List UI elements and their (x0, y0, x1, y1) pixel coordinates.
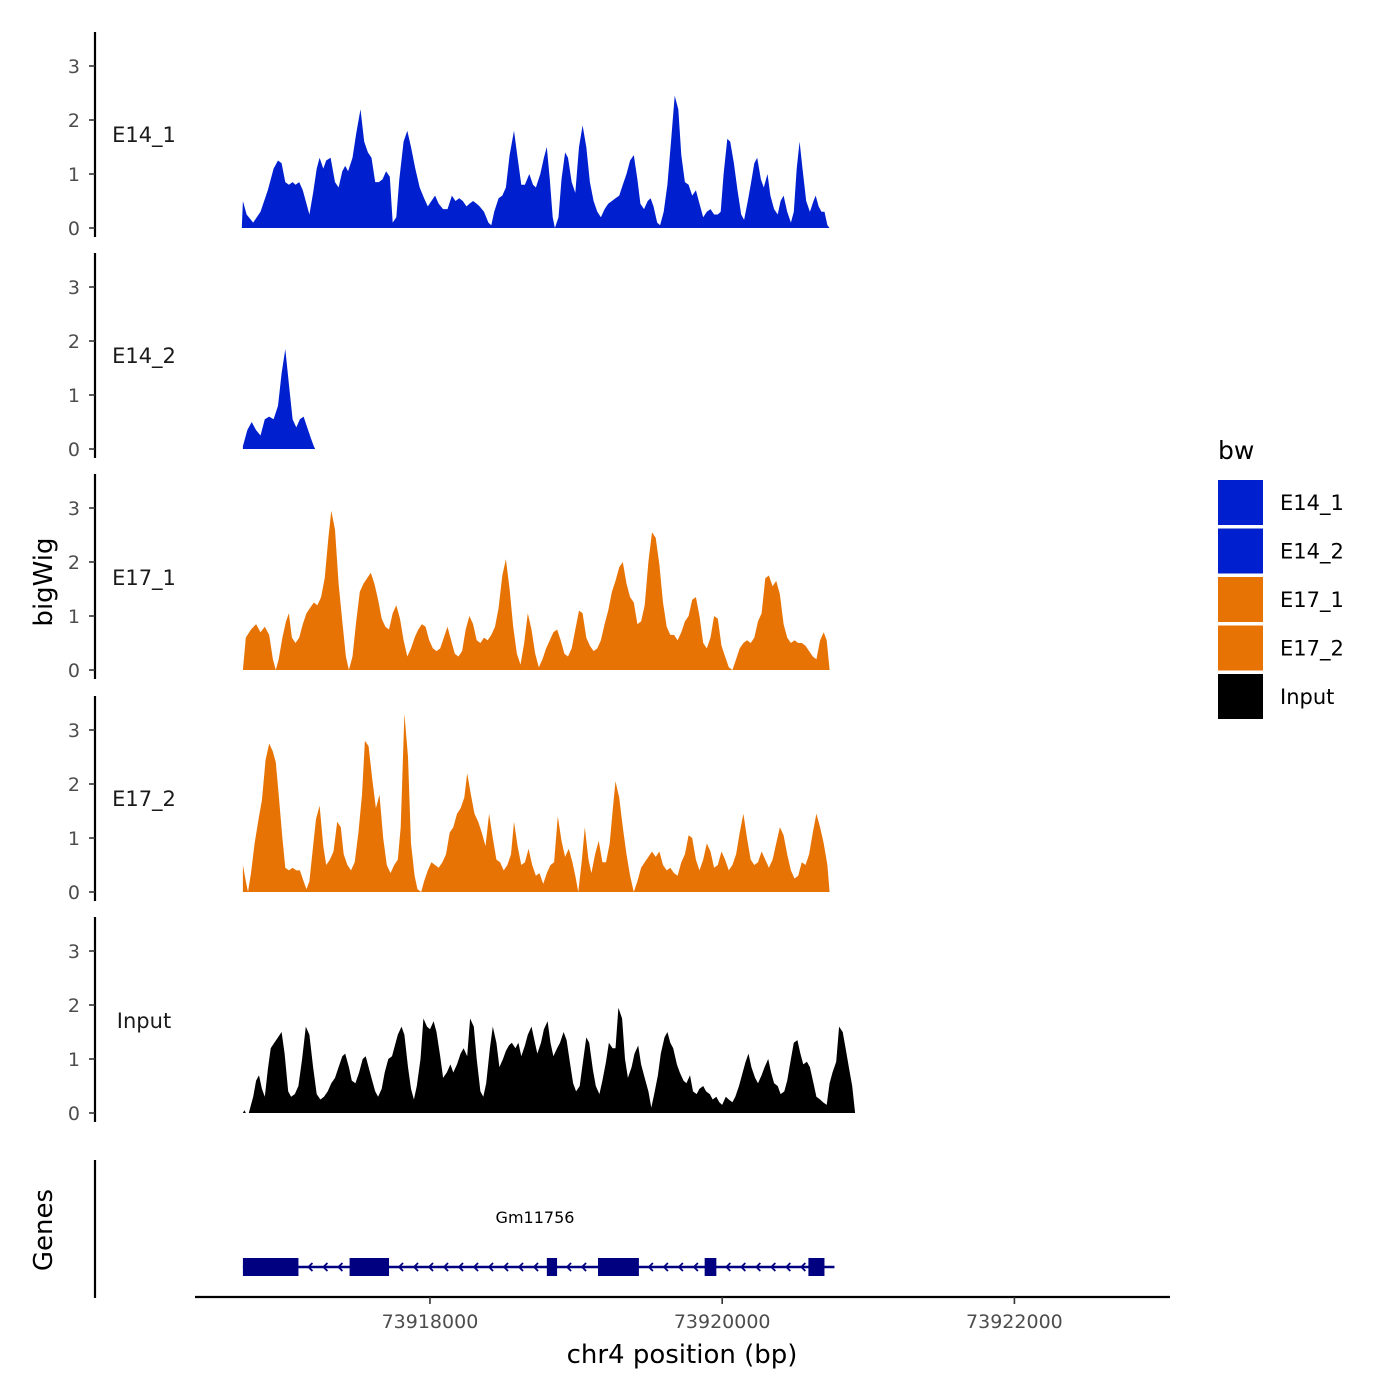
track-E14_1: 0 1 2 3 E14_1 (68, 32, 830, 240)
strand-arrow (580, 1262, 587, 1272)
strand-arrow (647, 1262, 654, 1272)
track-label-Input: Input (117, 1009, 171, 1033)
legend-swatch-E14_1 (1218, 480, 1263, 525)
strand-arrow (740, 1262, 746, 1272)
track-label-E17_1: E17_1 (112, 566, 176, 591)
y-tick-label-E14_2-0: 0 (68, 439, 80, 461)
strand-arrow (565, 1262, 572, 1272)
legend: bw E14_1 E14_2 E17_1 E17_2 Input (1218, 436, 1344, 719)
track-E17_2: 0 1 2 3 E17_2 (68, 696, 830, 904)
coverage-area-Input (242, 1007, 856, 1113)
exon-3 (546, 1258, 558, 1276)
x-tick-label-73920000: 73920000 (674, 1311, 771, 1333)
track-label-E17_2: E17_2 (112, 787, 176, 812)
legend-swatch-E14_2 (1218, 528, 1263, 574)
strand-arrow (487, 1262, 494, 1272)
legend-title: bw (1218, 436, 1254, 465)
strand-arrow (397, 1262, 404, 1272)
strand-arrow (785, 1262, 791, 1272)
x-axis: 73918000 73920000 73922000 (195, 1295, 1170, 1333)
y-tick-label-E17_2-1: 1 (68, 828, 80, 850)
x-tick-label-73922000: 73922000 (966, 1311, 1063, 1333)
y-tick-label-E14_1-1: 1 (68, 164, 80, 186)
y-tick-label-Input-1: 1 (68, 1049, 80, 1071)
exon-4 (597, 1258, 639, 1276)
exon-1 (242, 1258, 299, 1276)
y-tick-label-Input-0: 0 (68, 1103, 80, 1125)
track-Input: 0 1 2 3 Input (68, 917, 856, 1125)
gene-panel-title: Genes (29, 1189, 59, 1271)
strand-arrow (337, 1262, 344, 1272)
y-axis-title: bigWig (29, 537, 59, 626)
coverage-area-E17_1 (242, 510, 830, 670)
coverage-area-E14_2 (242, 349, 316, 449)
coverage-area-E17_2 (242, 713, 830, 892)
y-tick-label-E17_1-2: 2 (68, 552, 80, 574)
legend-label-Input: Input (1280, 685, 1334, 709)
x-axis-title: chr4 position (bp) (567, 1340, 798, 1370)
y-tick-label-E14_1-3: 3 (68, 56, 80, 78)
strand-arrow (307, 1262, 314, 1272)
y-tick-label-E17_2-3: 3 (68, 720, 80, 742)
exon-6 (808, 1258, 825, 1276)
strand-arrow (472, 1262, 479, 1272)
y-tick-label-E14_2-2: 2 (68, 331, 80, 353)
legend-swatch-E17_1 (1218, 577, 1263, 622)
exon-2 (349, 1258, 390, 1276)
legend-label-E17_1: E17_1 (1280, 588, 1344, 613)
strand-arrow (800, 1262, 806, 1272)
y-tick-label-E17_1-0: 0 (68, 660, 80, 682)
strand-arrow (322, 1262, 329, 1272)
y-tick-label-E17_2-2: 2 (68, 774, 80, 796)
strand-arrow (412, 1262, 419, 1272)
strand-arrow (427, 1262, 434, 1272)
strand-arrow (755, 1262, 761, 1272)
y-tick-label-E14_2-1: 1 (68, 385, 80, 407)
y-tick-label-E17_1-1: 1 (68, 606, 80, 628)
strand-arrow (725, 1262, 731, 1272)
strand-arrow (677, 1262, 684, 1272)
gene-Gm11756: Gm11756 (242, 1208, 835, 1276)
strand-arrow (457, 1262, 464, 1272)
legend-label-E14_2: E14_2 (1280, 540, 1344, 565)
strand-arrow (532, 1262, 539, 1272)
coverage-area-E14_1 (241, 95, 830, 228)
legend-swatch-E17_2 (1218, 625, 1263, 671)
gene-panel: Gm11756 (93, 1160, 835, 1298)
y-tick-label-E17_2-0: 0 (68, 882, 80, 904)
track-label-E14_2: E14_2 (112, 344, 176, 369)
strand-arrow (692, 1262, 699, 1272)
y-tick-label-E14_1-2: 2 (68, 110, 80, 132)
track-label-E14_1: E14_1 (112, 123, 176, 148)
y-tick-label-E14_2-3: 3 (68, 277, 80, 299)
legend-label-E17_2: E17_2 (1280, 637, 1344, 662)
y-tick-label-E17_1-3: 3 (68, 498, 80, 520)
strand-arrow (517, 1262, 524, 1272)
strand-arrow (662, 1262, 669, 1272)
x-tick-label-73918000: 73918000 (382, 1311, 479, 1333)
y-tick-label-E14_1-0: 0 (68, 218, 80, 240)
y-tick-label-Input-2: 2 (68, 995, 80, 1017)
y-tick-label-Input-3: 3 (68, 941, 80, 963)
track-E17_1: 0 1 2 3 E17_1 (68, 474, 830, 682)
strand-arrow (442, 1262, 449, 1272)
track-E14_2: 0 1 2 3 E14_2 (68, 253, 316, 461)
legend-swatch-Input (1218, 674, 1263, 719)
strand-arrow (770, 1262, 776, 1272)
gene-label: Gm11756 (496, 1208, 575, 1227)
strand-arrow (502, 1262, 509, 1272)
legend-label-E14_1: E14_1 (1280, 491, 1344, 516)
coverage-tracks: 0 1 2 3 E14_1 0 1 2 3 E14_2 0 1 2 3 E17_1 0 1 2 3 E17_2 0 1 2 3… (68, 32, 856, 1125)
exon-5 (704, 1258, 717, 1276)
